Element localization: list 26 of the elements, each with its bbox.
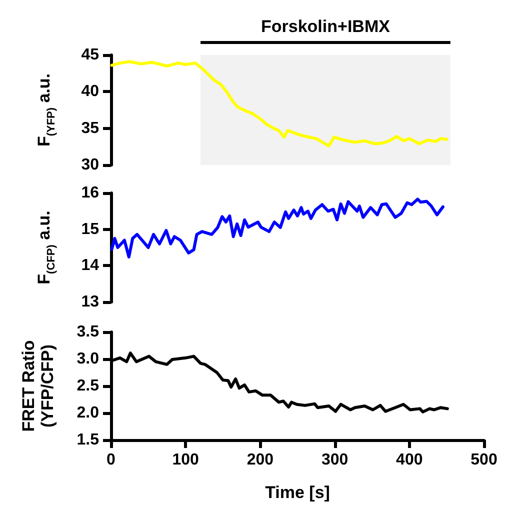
x-tick-label: 300 bbox=[321, 452, 348, 468]
x-tick-label: 0 bbox=[106, 452, 116, 468]
x-tick-label: 400 bbox=[396, 452, 423, 468]
y-tick-label: 13 bbox=[81, 294, 100, 310]
y-axis-title: F(YFP) a.u. bbox=[34, 73, 58, 147]
x-axis-title: Time [s] bbox=[265, 483, 330, 502]
y-axis-title: FRET Ratio (YFP/CFP) bbox=[19, 340, 57, 432]
band-label: Forskolin+IBMX bbox=[261, 17, 391, 36]
line-series bbox=[110, 198, 444, 258]
y-tick-label: 2.5 bbox=[76, 378, 100, 394]
y-tick-label: 30 bbox=[81, 156, 100, 174]
x-tick-label: 100 bbox=[172, 452, 200, 468]
y-axis-title: F(CFP) a.u. bbox=[34, 210, 58, 284]
y-tick-label: 40 bbox=[81, 83, 100, 100]
y-tick-label: 3.5 bbox=[76, 324, 100, 340]
line-series bbox=[110, 60, 448, 148]
x-tick-label: 500 bbox=[470, 452, 498, 468]
x-tick-label: 200 bbox=[246, 452, 274, 468]
y-tick-label: 2.0 bbox=[76, 404, 100, 422]
y-tick-label: 14 bbox=[81, 257, 100, 274]
y-tick-label: 45 bbox=[81, 46, 100, 64]
y-tick-label: 3.0 bbox=[76, 350, 100, 368]
y-tick-label: 35 bbox=[81, 120, 100, 137]
y-tick-label: 1.5 bbox=[76, 432, 100, 448]
y-tick-label: 15 bbox=[81, 220, 100, 238]
y-tick-label: 16 bbox=[81, 184, 100, 202]
